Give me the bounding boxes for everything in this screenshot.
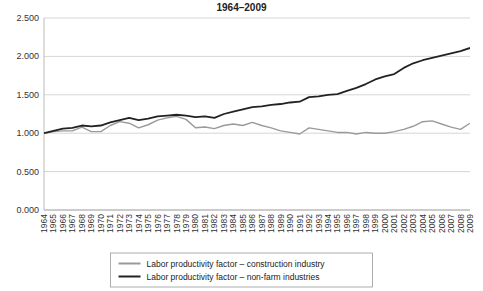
y-tick-label: 0.000 — [16, 205, 39, 215]
chart: 1964–20090.0000.5001.0001.5002.0002.5001… — [0, 0, 483, 291]
legend: Labor productivity factor – construction… — [111, 253, 373, 287]
plot-area — [44, 48, 470, 134]
y-tick-label: 1.000 — [16, 128, 39, 138]
x-tick-label: 2009 — [465, 214, 475, 233]
legend-swatch — [119, 276, 141, 278]
title: 1964–2009 — [216, 2, 266, 13]
y-tick-label: 2.500 — [16, 13, 39, 23]
y-tick-label: 0.500 — [16, 167, 39, 177]
legend-label: Labor productivity factor – non-farm ind… — [147, 272, 320, 282]
legend-swatch — [119, 263, 141, 265]
y-axis — [44, 18, 45, 210]
legend-box — [111, 253, 373, 287]
legend-label: Labor productivity factor – construction… — [147, 259, 326, 269]
y-tick-label: 2.000 — [16, 51, 39, 61]
grid-line — [44, 133, 470, 134]
grid-line — [44, 94, 470, 95]
series-line — [44, 48, 470, 133]
grid-line — [44, 171, 470, 172]
grid-line — [44, 56, 470, 57]
grid-line — [44, 210, 470, 211]
series-line — [44, 116, 470, 134]
grid-line — [44, 18, 470, 19]
y-tick-label: 1.500 — [16, 90, 39, 100]
